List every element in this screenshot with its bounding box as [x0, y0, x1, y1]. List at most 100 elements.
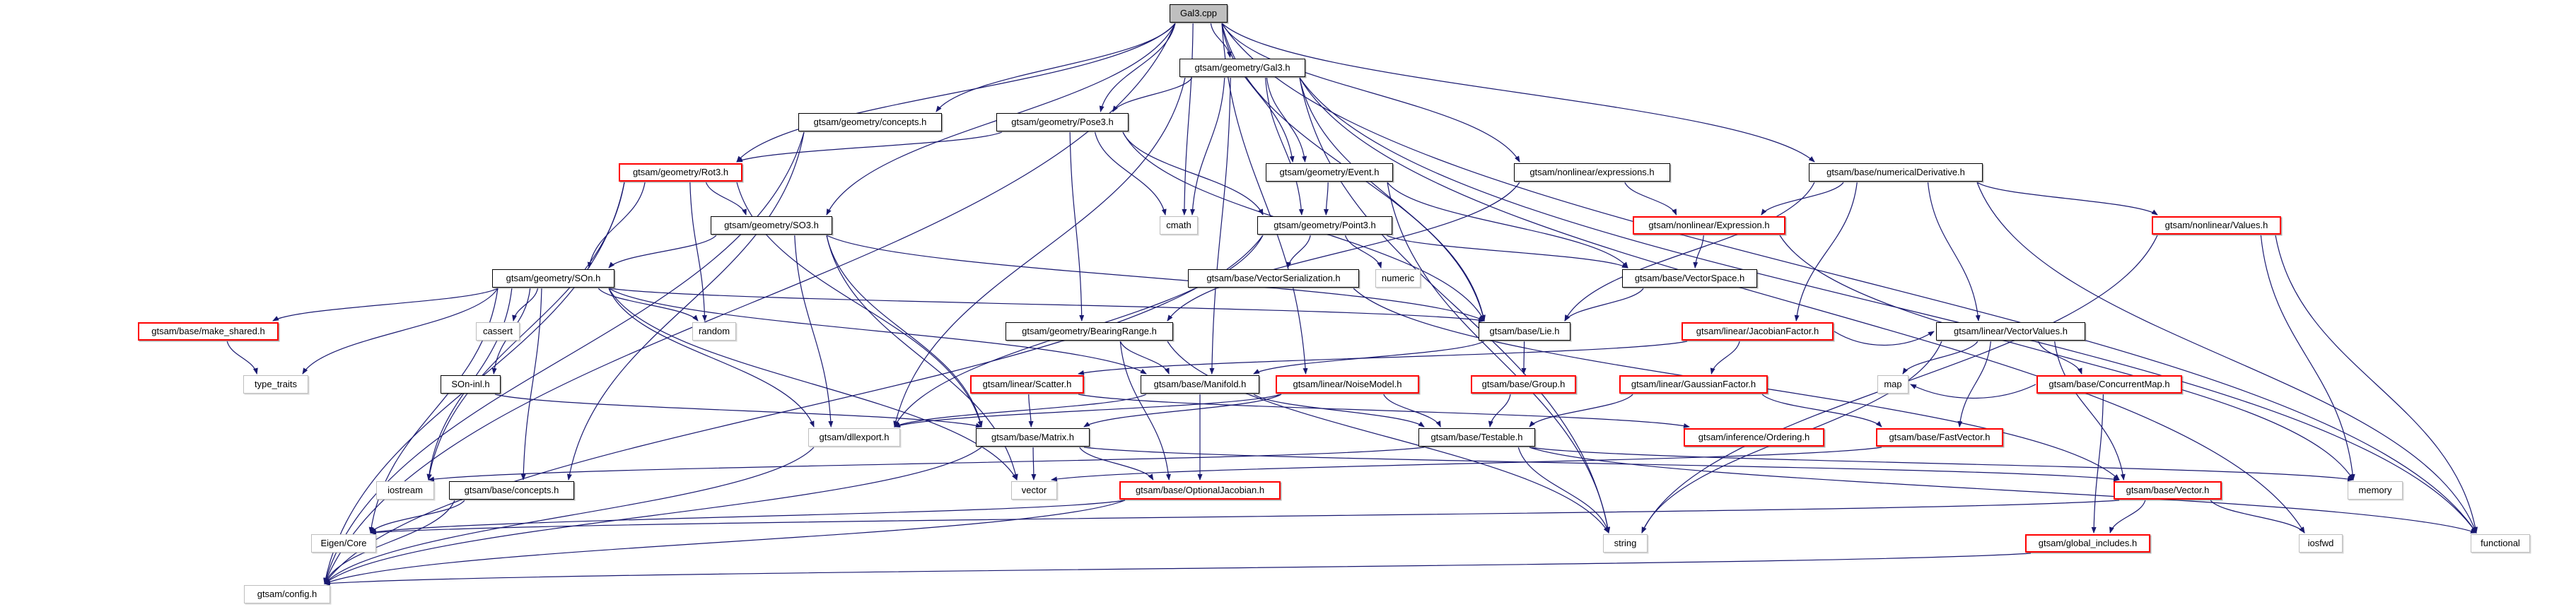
include-edge-gal3_h-point3	[1265, 77, 1304, 216]
include-edge-gal3cpp-event	[1221, 23, 1295, 163]
include-edge-lie-group	[1521, 341, 1527, 375]
include-edge-gal3_h-dllexport	[893, 77, 1186, 428]
graph-node-numeric[interactable]: numeric	[1375, 269, 1421, 288]
include-edge-rot3-iostream	[426, 182, 625, 481]
graph-node-vectorserialization[interactable]: gtsam/base/VectorSerialization.h	[1188, 269, 1359, 288]
include-edge-event-string	[1387, 182, 1611, 534]
graph-node-vectorvalues[interactable]: gtsam/linear/VectorValues.h	[1936, 322, 2085, 341]
graph-node-cassert[interactable]: cassert	[476, 322, 520, 341]
graph-node-functional[interactable]: functional	[2471, 534, 2530, 553]
include-edge-gal3cpp-gal3_h	[1210, 23, 1232, 58]
graph-node-fastvector[interactable]: gtsam/base/FastVector.h	[1876, 428, 2003, 447]
include-edge-gal3_h-iosfwd	[1299, 77, 2305, 534]
graph-node-iostream[interactable]: iostream	[376, 481, 434, 500]
include-edge-so3-dllexport	[794, 235, 834, 428]
graph-node-son_inl[interactable]: SOn-inl.h	[441, 375, 501, 394]
include-edge-point3-vectorspace	[1386, 235, 1628, 269]
include-edge-manifold-dllexport	[894, 394, 1147, 428]
graph-node-gaussianfactor[interactable]: gtsam/linear/GaussianFactor.h	[1619, 375, 1768, 394]
graph-node-expressions[interactable]: gtsam/nonlinear/expressions.h	[1514, 163, 1670, 182]
graph-node-vector_h[interactable]: gtsam/base/Vector.h	[2114, 481, 2222, 500]
include-edge-concurrentmap-map_node	[1910, 384, 2036, 399]
graph-node-scatter[interactable]: gtsam/linear/Scatter.h	[970, 375, 1084, 394]
graph-node-expression[interactable]: gtsam/nonlinear/Expression.h	[1633, 216, 1785, 235]
graph-node-group[interactable]: gtsam/base/Group.h	[1471, 375, 1576, 394]
include-edge-noisemodel-testable	[1383, 394, 1441, 428]
graph-node-random[interactable]: random	[692, 322, 736, 341]
include-edge-noisemodel-dllexport	[894, 394, 1282, 428]
include-edge-gaussianfactor-fastvector	[1761, 394, 1882, 428]
include-edge-vectorvalues-map_node	[1902, 341, 1978, 375]
include-edge-rot3-random	[689, 182, 707, 322]
graph-node-manifold[interactable]: gtsam/base/Manifold.h	[1141, 375, 1259, 394]
graph-node-concepts_geom[interactable]: gtsam/geometry/concepts.h	[798, 113, 942, 131]
include-edge-son_inl-matrix	[494, 394, 982, 428]
include-edge-expression-memory	[1779, 235, 2354, 481]
graph-node-ordering[interactable]: gtsam/inference/Ordering.h	[1684, 428, 1824, 447]
include-edge-values-memory	[2260, 235, 2355, 481]
include-edge-son-dllexport	[608, 288, 815, 428]
include-edge-matrix-vector	[1031, 447, 1037, 481]
include-edge-gal3cpp-noisemodel	[1221, 23, 1308, 375]
graph-node-vector[interactable]: vector	[1011, 481, 1057, 500]
graph-node-jacobianfactor[interactable]: gtsam/linear/JacobianFactor.h	[1682, 322, 1834, 341]
graph-node-testable[interactable]: gtsam/base/Testable.h	[1418, 428, 1535, 447]
graph-node-point3[interactable]: gtsam/geometry/Point3.h	[1257, 216, 1392, 235]
graph-node-make_shared[interactable]: gtsam/base/make_shared.h	[138, 322, 279, 341]
include-edge-lie-manifold	[1253, 341, 1485, 375]
graph-node-so3[interactable]: gtsam/geometry/SO3.h	[711, 216, 832, 235]
include-edge-son-vector	[608, 288, 1018, 481]
graph-node-map_node[interactable]: map	[1877, 375, 1908, 394]
include-edge-expression-vectorspace	[1693, 235, 1704, 269]
include-edge-son-lie	[608, 288, 1485, 323]
graph-node-eigen[interactable]: Eigen/Core	[311, 534, 376, 553]
include-edge-numericalDerivative-vectorvalues	[1927, 182, 1981, 322]
include-edge-gal3_h-string	[1299, 77, 1611, 534]
include-edge-scatter-ordering	[1078, 394, 1690, 428]
include-edge-rot3-son	[587, 182, 646, 269]
graph-node-optionaljacobian[interactable]: gtsam/base/OptionalJacobian.h	[1119, 481, 1281, 500]
graph-node-cmath[interactable]: cmath	[1160, 216, 1198, 235]
graph-node-type_traits[interactable]: type_traits	[243, 375, 308, 394]
graph-node-iosfwd[interactable]: iosfwd	[2299, 534, 2343, 553]
include-edge-numericalDerivative-lie	[1564, 182, 1815, 322]
include-edge-concepts_geom-config	[323, 131, 805, 584]
include-edge-son-manifold	[608, 288, 1147, 375]
include-edge-dllexport-config	[324, 447, 815, 584]
include-edge-jacobianfactor-vectorvalues	[1834, 331, 1935, 346]
graph-node-concepts_base[interactable]: gtsam/base/concepts.h	[449, 481, 574, 500]
graph-node-dllexport[interactable]: gtsam/dllexport.h	[808, 428, 900, 447]
include-edge-gal3_h-pose3	[1112, 77, 1193, 112]
graph-node-pose3[interactable]: gtsam/geometry/Pose3.h	[996, 113, 1129, 131]
include-edge-gal3cpp-numericalDerivative	[1221, 23, 1815, 163]
include-edge-vector_h-global_includes	[2109, 500, 2146, 534]
graph-node-config[interactable]: gtsam/config.h	[244, 585, 330, 603]
graph-node-concurrentmap[interactable]: gtsam/base/ConcurrentMap.h	[2036, 375, 2182, 394]
graph-node-rot3[interactable]: gtsam/geometry/Rot3.h	[619, 163, 742, 182]
include-edge-event-vectorspace	[1387, 182, 1628, 269]
include-edge-make_shared-type_traits	[226, 341, 258, 375]
graph-node-gal3cpp[interactable]: Gal3.cpp	[1170, 4, 1228, 23]
graph-node-matrix[interactable]: gtsam/base/Matrix.h	[976, 428, 1090, 447]
graph-node-numericalDerivative[interactable]: gtsam/base/numericalDerivative.h	[1809, 163, 1983, 182]
include-edge-son-type_traits	[302, 288, 499, 375]
graph-node-bearingrange[interactable]: gtsam/geometry/BearingRange.h	[1006, 322, 1173, 341]
include-edge-gal3cpp-pose3	[1099, 23, 1176, 112]
graph-node-lie[interactable]: gtsam/base/Lie.h	[1479, 322, 1570, 341]
graph-node-memory[interactable]: memory	[2348, 481, 2403, 500]
include-edge-event-point3	[1323, 182, 1329, 216]
graph-node-noisemodel[interactable]: gtsam/linear/NoiseModel.h	[1276, 375, 1419, 394]
graph-node-event[interactable]: gtsam/geometry/Event.h	[1266, 163, 1393, 182]
graph-node-string[interactable]: string	[1603, 534, 1648, 553]
graph-node-son[interactable]: gtsam/geometry/SOn.h	[492, 269, 614, 288]
include-edge-son-random	[598, 288, 699, 322]
include-edge-expressions-bearingrange	[1167, 182, 1520, 322]
graph-node-vectorspace[interactable]: gtsam/base/VectorSpace.h	[1622, 269, 1757, 288]
graph-node-global_includes[interactable]: gtsam/global_includes.h	[2025, 534, 2150, 553]
include-edge-optionaljacobian-config	[324, 500, 1126, 584]
graph-node-gal3_h[interactable]: gtsam/geometry/Gal3.h	[1179, 59, 1305, 77]
include-edge-point3-numeric	[1344, 235, 1382, 269]
graph-node-values[interactable]: gtsam/nonlinear/Values.h	[2152, 216, 2281, 235]
